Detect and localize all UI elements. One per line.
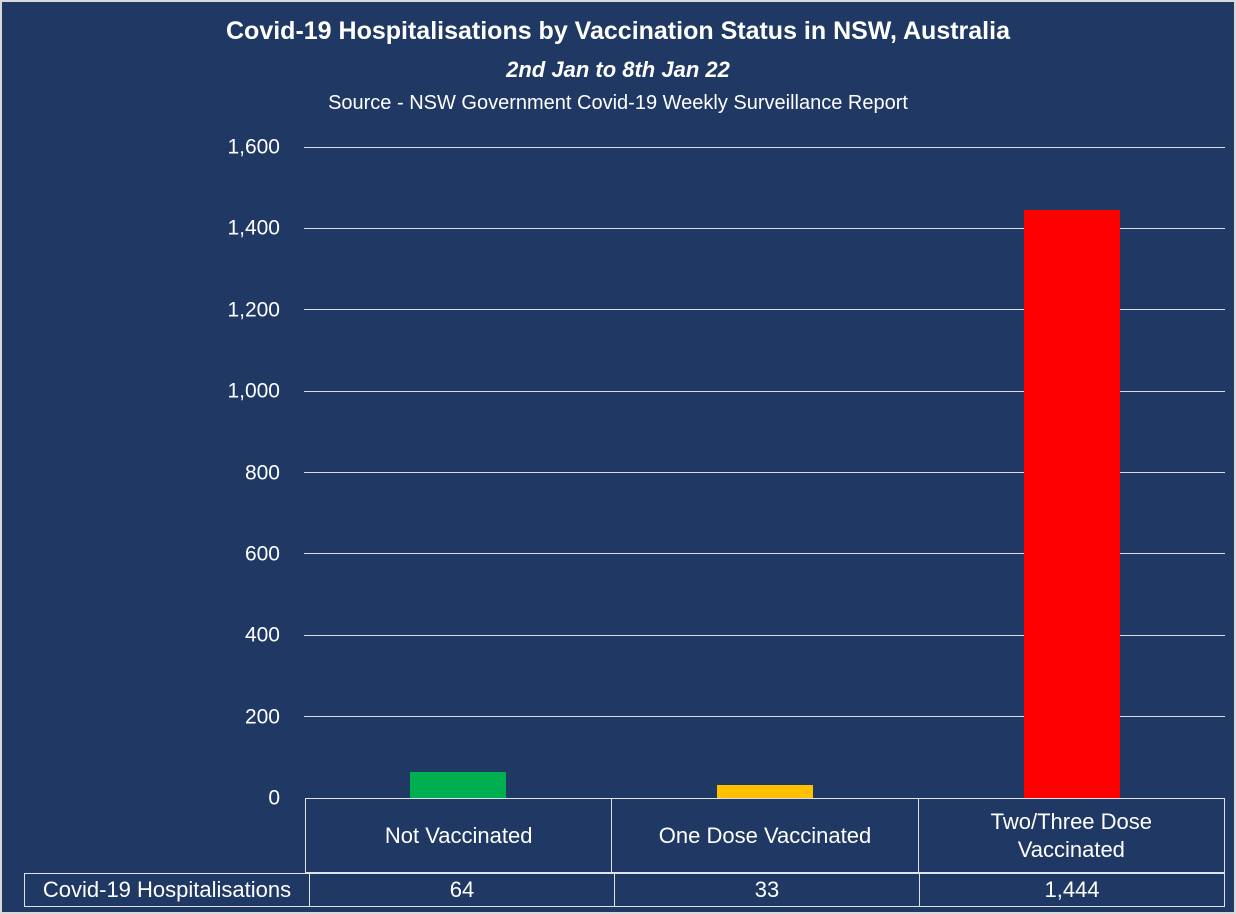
y-axis-tick-label: 800 xyxy=(244,461,280,484)
gridline xyxy=(304,309,1225,311)
category-cell-two-three-dose: Two/Three Dose Vaccinated xyxy=(917,799,1224,872)
bar-one-dose-vaccinated xyxy=(716,784,813,798)
gridline xyxy=(304,390,1225,392)
y-axis-tick-label: 1,400 xyxy=(227,216,280,240)
chart-subtitle: 2nd Jan to 8th Jan 22 xyxy=(506,57,730,82)
value-cell-two-three-dose: 1,444 xyxy=(919,874,1224,906)
category-header-row: Not Vaccinated One Dose Vaccinated Two/T… xyxy=(305,798,1225,873)
chart-source: Source - NSW Government Covid-19 Weekly … xyxy=(328,92,908,114)
gridline xyxy=(304,146,1225,148)
y-axis-tick-label: 400 xyxy=(244,623,280,647)
y-axis-tick-label: 0 xyxy=(268,786,280,810)
y-axis-tick-label: 1,200 xyxy=(227,298,280,322)
y-axis-tick-label: 200 xyxy=(244,705,280,729)
gridline xyxy=(304,472,1225,473)
series-row-label: Covid-19 Hospitalisations xyxy=(42,877,292,902)
gridline xyxy=(304,227,1225,229)
gridline xyxy=(304,716,1225,718)
category-cell-one-dose: One Dose Vaccinated xyxy=(611,799,917,872)
chart-title: Covid-19 Hospitalisations by Vaccination… xyxy=(226,17,1010,45)
data-table-row: Covid-19 Hospitalisations 64 33 1,444 xyxy=(24,873,1225,907)
value-cell-one-dose: 33 xyxy=(614,874,919,906)
gridline xyxy=(304,553,1225,555)
gridline xyxy=(304,634,1225,636)
y-axis-tick-label: 1,000 xyxy=(227,379,280,403)
chart-header: Covid-19 Hospitalisations by Vaccination… xyxy=(2,14,1234,116)
y-axis-tick-label: 1,600 xyxy=(227,135,280,159)
value-cell-not-vaccinated: 64 xyxy=(309,874,614,906)
bar-not-vaccinated xyxy=(409,771,506,798)
y-axis-tick-label: 600 xyxy=(244,542,280,566)
bar-two-three-dose-vaccinated xyxy=(1023,210,1120,798)
category-cell-not-vaccinated: Not Vaccinated xyxy=(384,822,533,848)
